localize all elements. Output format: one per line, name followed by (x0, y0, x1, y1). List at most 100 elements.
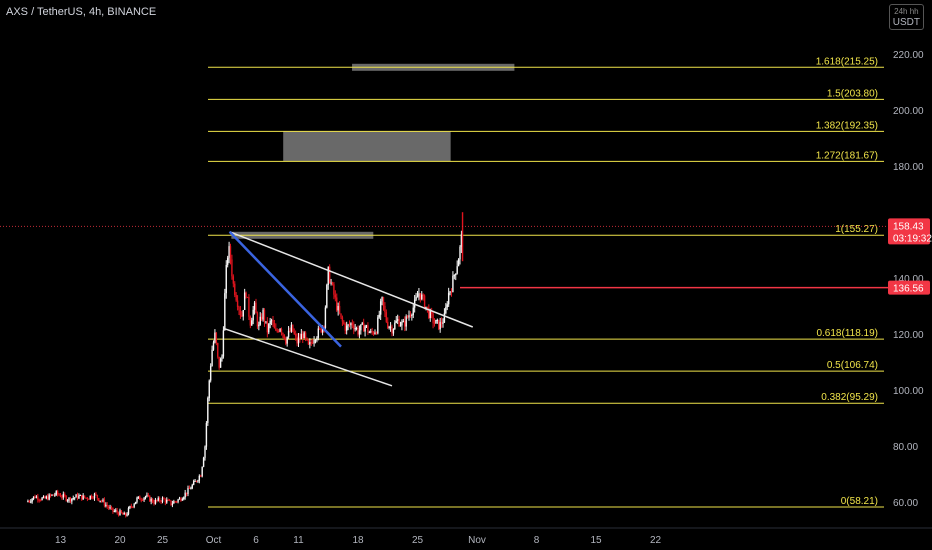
candle-body-277 (419, 293, 422, 300)
candle-body-283 (428, 307, 430, 319)
candle-body-130 (211, 349, 213, 367)
candle-body-37 (79, 495, 82, 497)
trend-line-blue-trend (228, 230, 342, 348)
candles-layer (27, 212, 464, 518)
candle-body-287 (433, 323, 436, 325)
candle-body-85 (147, 495, 150, 497)
candle-body-177 (277, 330, 280, 332)
currency-label[interactable]: 24h hh USDT (888, 4, 924, 30)
y-tick-label-6: 180.00 (893, 162, 924, 173)
time-axis[interactable]: 13 20 25 Oct 6 11 18 25 Nov 8 15 22 (0, 527, 932, 550)
candle-body-72 (129, 506, 131, 509)
x-tick-label-5: 11 (293, 535, 304, 546)
price-axis[interactable]: 60.0080.00100.00120.00140.00160.00180.00… (888, 0, 932, 550)
y-tick-label-3: 120.00 (893, 330, 924, 341)
candle-body-290 (438, 319, 440, 330)
candle-body-44 (89, 495, 91, 499)
candle-body-235 (360, 324, 362, 331)
candle-body-64 (117, 512, 120, 516)
candle-body-10 (41, 497, 43, 501)
currency-code: USDT (892, 17, 920, 28)
x-tick-label-7: 25 (412, 535, 424, 546)
candle-body-196 (304, 332, 307, 338)
candle-body-128 (208, 380, 210, 398)
fib-label-3: 1.272(181.67) (816, 150, 878, 161)
drawing-lines (0, 225, 890, 387)
candle-body-269 (408, 315, 410, 318)
candle-body-158 (251, 320, 253, 326)
candle-body-220 (338, 306, 341, 314)
candle-body-233 (357, 327, 359, 335)
last-price-value: 158.43 (893, 221, 924, 232)
y-tick-label-4: 140.00 (893, 274, 924, 285)
candle-body-218 (336, 297, 338, 311)
candle-body-256 (389, 326, 392, 328)
candle-body-29 (68, 497, 70, 501)
candle-body-201 (311, 342, 314, 344)
candle-body-300 (452, 275, 454, 293)
candle-body-265 (402, 321, 405, 323)
candle-body-137 (221, 356, 223, 359)
candle-body-154 (245, 292, 247, 297)
candle-body-40 (83, 495, 86, 498)
candle-body-136 (219, 358, 222, 368)
candle-body-112 (185, 492, 188, 495)
candle-body-117 (192, 481, 195, 485)
y-tick-label-1: 80.00 (893, 442, 918, 453)
candle-body-17 (51, 494, 53, 496)
candle-body-143 (229, 246, 232, 260)
candle-body-286 (432, 313, 434, 324)
candle-body-242 (370, 331, 372, 333)
candle-body-270 (409, 315, 412, 317)
candle-body-234 (358, 330, 361, 335)
candle-body-65 (119, 510, 121, 516)
candle-body-216 (333, 284, 335, 295)
candle-body-284 (429, 310, 431, 319)
candle-body-148 (236, 300, 239, 308)
candle-body-119 (195, 480, 198, 482)
y-tick-label-0: 60.00 (893, 498, 918, 509)
candle-body-231 (354, 328, 356, 330)
candle-body-205 (317, 328, 320, 338)
candle-body-221 (340, 313, 342, 318)
candle-body-76 (134, 501, 137, 505)
candle-body-93 (158, 498, 161, 502)
candle-body-56 (106, 504, 108, 507)
x-tick-label-2: 25 (157, 535, 169, 546)
candle-body-145 (232, 276, 235, 284)
candle-body-75 (133, 504, 135, 507)
candle-body-189 (294, 334, 297, 337)
candle-body-295 (445, 307, 447, 314)
candle-body-184 (287, 330, 290, 337)
x-tick-label-6: 18 (352, 535, 364, 546)
candle-body-97 (164, 499, 167, 503)
candle-body-258 (392, 328, 395, 334)
candle-body-24 (61, 496, 63, 498)
candle-body-58 (109, 507, 111, 509)
candle-body-46 (92, 498, 94, 500)
candle-body-45 (90, 495, 93, 499)
candle-body-133 (215, 332, 218, 343)
candle-body-247 (377, 317, 379, 334)
candle-body-138 (222, 330, 225, 357)
candle-body-186 (290, 324, 293, 332)
candle-body-5 (34, 496, 36, 498)
candle-body-83 (144, 496, 147, 498)
candle-body-207 (320, 328, 322, 333)
candle-body-73 (130, 506, 133, 508)
candle-body-229 (351, 323, 354, 326)
x-tick-label-0: 13 (55, 535, 67, 546)
symbol-title: AXS / TetherUS, 4h, BINANCE (6, 6, 157, 18)
candle-body-30 (69, 497, 72, 502)
candle-body-86 (149, 495, 151, 502)
candle-body-236 (361, 322, 363, 325)
candle-body-106 (177, 499, 179, 502)
candle-body-217 (334, 294, 337, 298)
candle-body-169 (266, 321, 269, 333)
candle-body-162 (256, 313, 259, 327)
candle-body-274 (415, 297, 417, 300)
candle-body-219 (337, 306, 339, 311)
candle-body-19 (54, 494, 56, 496)
candle-body-167 (263, 309, 266, 323)
